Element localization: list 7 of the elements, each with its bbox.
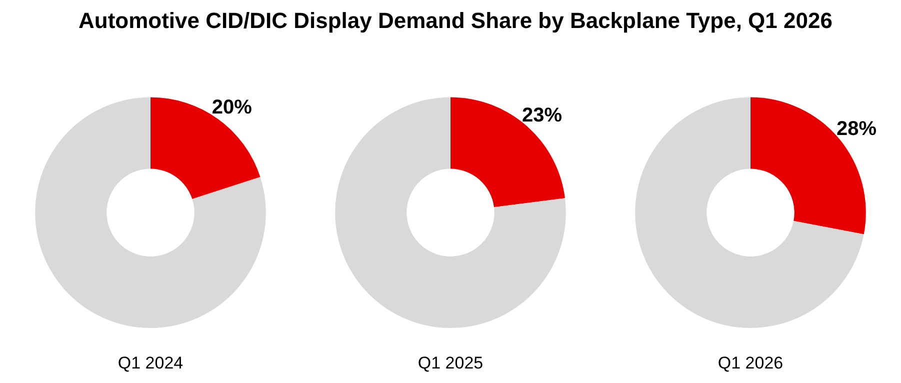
text: Q1 2026 xyxy=(718,354,784,373)
text: Q1 2024 xyxy=(118,354,184,373)
data-label: 20% xyxy=(212,96,252,119)
text: Automotive CID/DIC Display Demand Share by Backplane Type, Q1 2026 xyxy=(78,7,832,35)
data-label: 28% xyxy=(836,118,877,140)
data-label: 23% xyxy=(522,104,562,126)
text: Q1 2025 xyxy=(418,354,484,373)
